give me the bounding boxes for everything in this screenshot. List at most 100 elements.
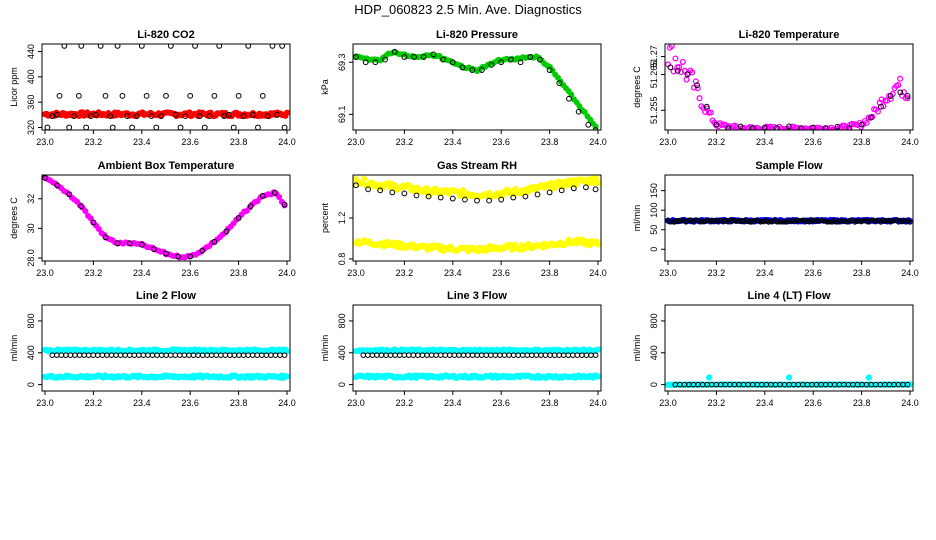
x-tick-label: 23.0 — [659, 398, 677, 408]
x-tick-label: 24.0 — [278, 398, 296, 408]
series-black-point — [140, 352, 147, 358]
series-black-point — [196, 113, 203, 119]
series-black-point — [551, 352, 558, 358]
series-black-point — [676, 217, 682, 223]
series-magenta-point — [887, 95, 894, 102]
chart-line3: Line 3 Flow ml/min 23.0 23.2 23.4 23.6 23.8 24.… — [320, 290, 607, 408]
series-black-point — [211, 92, 218, 99]
series-black-point — [138, 241, 145, 248]
series-black-point — [226, 111, 232, 118]
x-tick-label: 23.6 — [492, 268, 510, 278]
chart-co2: Li-820 CO2 Licor ppm 23.0 23.2 23.4 23.6 23.8 2… — [9, 29, 296, 147]
series-magenta-point — [874, 108, 881, 115]
x-tick-label: 23.2 — [708, 398, 726, 408]
series-black-point — [401, 352, 408, 358]
plot-area — [42, 346, 290, 381]
series-black-point — [72, 352, 78, 358]
series-black-point — [58, 352, 65, 358]
series-black-point — [428, 352, 435, 358]
chart-title: Gas Stream RH — [437, 160, 517, 172]
series-magenta-point — [843, 125, 850, 130]
series-black-point — [177, 124, 184, 130]
series-black-point — [129, 124, 136, 130]
series-black-point — [167, 44, 174, 49]
series-magenta-point — [668, 44, 675, 49]
series-black-point — [822, 125, 829, 130]
chart-pressure: Li-820 Pressure kPa 23.0 23.2 23.4 23.6 23.8 24… — [320, 29, 607, 147]
y-axis-label: ml/min — [9, 335, 19, 362]
series-black-point — [192, 44, 198, 49]
x-tick-label: 23.8 — [853, 398, 871, 408]
series-black-point — [420, 54, 427, 60]
chart-title: Ambient Box Temperature — [98, 160, 235, 172]
x-tick-label: 23.2 — [396, 398, 414, 408]
y-axis-label: percent — [320, 202, 330, 233]
series-black-point — [694, 82, 700, 89]
y-tick-label: 0 — [649, 382, 659, 387]
y-tick-label: 51.27 — [649, 45, 659, 68]
series-black-point — [181, 352, 188, 358]
series-black-point — [90, 219, 97, 226]
y-tick-label: 150 — [649, 183, 659, 198]
series-magenta-point — [672, 55, 679, 62]
series-black-point — [90, 352, 97, 358]
y-axis-label: ml/min — [632, 335, 642, 362]
y-tick-label: 51.255 — [649, 97, 659, 125]
x-tick-label: 23.4 — [133, 398, 151, 408]
y-tick-label: 800 — [649, 313, 659, 328]
series-black-point — [206, 113, 213, 119]
y-tick-label: 28.0 — [26, 249, 36, 267]
x-tick-label: 23.8 — [541, 268, 559, 278]
series-black-point — [391, 48, 398, 55]
x-tick-label: 23.6 — [181, 398, 199, 408]
series-black-point — [42, 175, 48, 181]
y-tick-label: 320 — [26, 120, 36, 135]
series-black-point — [54, 111, 60, 118]
y-tick-label: 360 — [26, 95, 36, 110]
series-magenta-point — [670, 68, 677, 75]
series-black-point — [430, 51, 437, 58]
series-black-point — [406, 352, 412, 358]
x-tick-label: 23.0 — [659, 137, 677, 147]
series-black-point — [537, 56, 543, 63]
y-tick-label: 400 — [26, 69, 36, 84]
series-black-point — [437, 194, 444, 201]
series-black-point — [44, 124, 51, 130]
series-black-point — [904, 93, 911, 99]
plot-frame — [41, 174, 291, 262]
series-black-point — [832, 219, 838, 225]
series-yellow-point — [361, 175, 368, 182]
series-black-point — [465, 352, 471, 358]
series-black-point — [269, 44, 276, 49]
series-black-point — [247, 203, 254, 210]
series-black-point — [63, 352, 69, 358]
series-magenta-point — [895, 81, 902, 89]
series-black-point — [138, 44, 145, 49]
series-black-point — [67, 352, 74, 358]
series-magenta-point — [880, 103, 887, 110]
series-black-point — [570, 352, 576, 358]
series-black-point — [546, 189, 553, 196]
series-black-point — [703, 103, 710, 110]
series-black-point — [684, 71, 691, 78]
series-black-point — [449, 195, 456, 202]
series-black-point — [99, 352, 106, 358]
series-black-point — [245, 44, 252, 49]
series-black-point — [501, 352, 508, 358]
series-black-point — [172, 352, 179, 358]
series-black-point — [449, 59, 456, 66]
series-black-point — [447, 352, 453, 358]
series-black-point — [575, 108, 582, 115]
series-black-point — [858, 121, 865, 128]
plot-frame — [352, 43, 602, 131]
series-black-point — [713, 121, 720, 128]
series-black-point — [365, 186, 372, 193]
y-tick-label: 69.3 — [337, 53, 347, 71]
y-tick-label: 0 — [649, 247, 659, 252]
x-tick-label: 23.8 — [230, 268, 248, 278]
series-black-point — [264, 113, 271, 119]
series-magenta-point — [82, 208, 89, 215]
series-black-point — [527, 54, 534, 60]
series-magenta-point — [692, 78, 699, 85]
chart-title: Li-820 Temperature — [739, 29, 840, 41]
